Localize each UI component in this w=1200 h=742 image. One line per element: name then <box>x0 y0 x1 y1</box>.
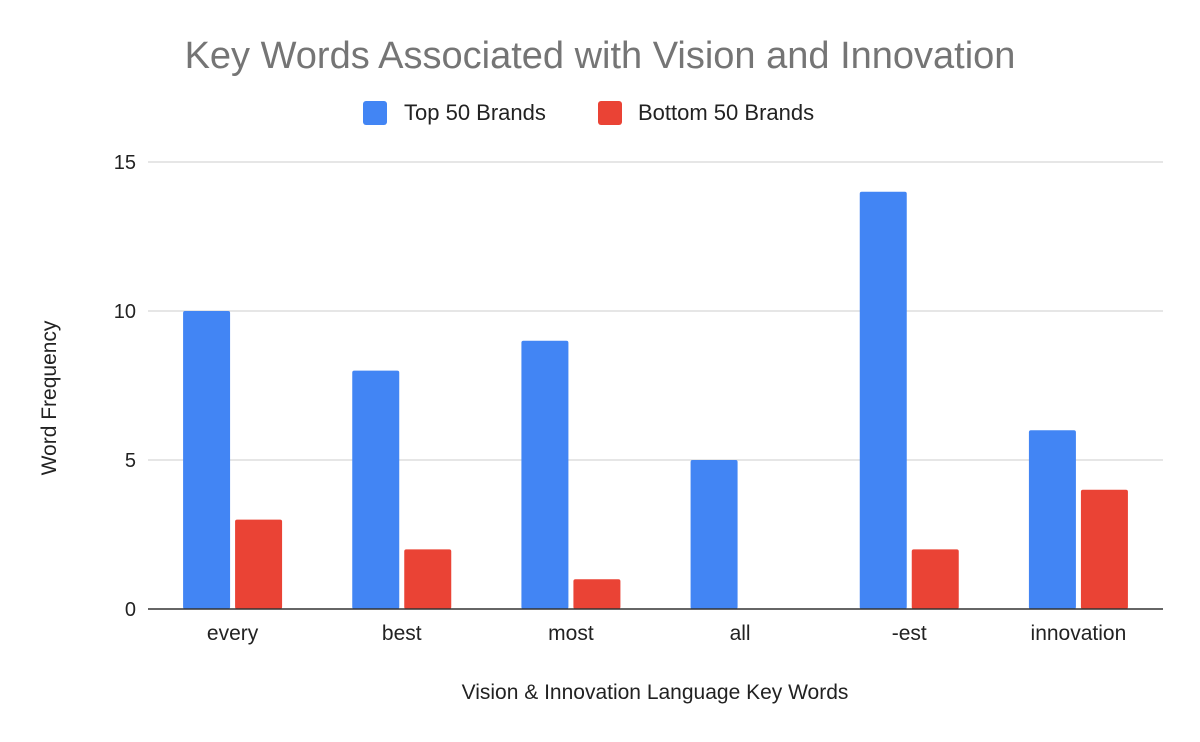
bar-bottom-50-most <box>573 579 621 609</box>
bar-top-50-every <box>183 311 231 609</box>
bar-top-50-most <box>521 340 569 609</box>
x-tick-label: every <box>207 622 259 645</box>
x-tick-label: most <box>548 622 594 645</box>
bar-top-50-est <box>859 191 907 610</box>
bar-bottom-50-every <box>235 519 283 609</box>
legend-swatch <box>598 101 622 125</box>
bars <box>183 191 1128 610</box>
x-tick-label: -est <box>892 622 927 645</box>
bar-top-50-best <box>352 370 400 609</box>
legend-label: Bottom 50 Brands <box>638 100 814 125</box>
x-axis-labels: every best most all -est innovation <box>207 622 1126 645</box>
bar-bottom-50-best <box>404 549 452 609</box>
x-tick-label: all <box>730 622 751 645</box>
legend-label: Top 50 Brands <box>404 100 546 125</box>
y-tick-label: 0 <box>125 599 136 621</box>
y-axis-title: Word Frequency <box>38 320 61 475</box>
y-tick-label: 10 <box>114 301 136 323</box>
legend-swatch <box>363 101 387 125</box>
gridlines <box>148 161 1163 461</box>
y-tick-label: 15 <box>114 152 136 174</box>
bar-bottom-50-est <box>911 549 959 609</box>
x-tick-label: best <box>382 622 422 645</box>
y-axis-ticks: 0 5 10 15 <box>114 152 136 621</box>
y-tick-label: 5 <box>125 450 136 472</box>
bar-top-50-all <box>690 460 738 609</box>
bar-bottom-50-innovation <box>1080 489 1128 609</box>
bar-top-50-innovation <box>1028 430 1076 609</box>
legend: Top 50 Brands Bottom 50 Brands <box>363 100 814 125</box>
x-tick-label: innovation <box>1031 622 1127 645</box>
chart-title: Key Words Associated with Vision and Inn… <box>185 35 1016 77</box>
x-axis-title: Vision & Innovation Language Key Words <box>462 681 849 704</box>
